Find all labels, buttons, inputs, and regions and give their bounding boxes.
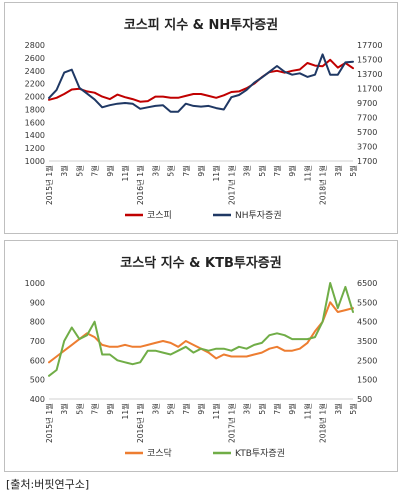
x-axis-tick-label: 2016년 1월 [135,403,145,443]
x-axis-tick-label: 2015년 1월 [44,403,54,443]
right-axis-tick-label: 15700 [357,56,382,65]
x-axis-tick-label: 11월 [302,403,312,420]
series-line [48,282,354,377]
legend-label: 코스닥 [147,448,172,459]
x-axis-tick-label: 3월 [150,165,160,177]
x-axis-tick-label: 3월 [150,403,160,415]
right-axis-tick-label: 1700 [357,157,377,166]
x-axis-tick-label: 3월 [242,403,252,415]
kosdaq-ktb-chart-panel: 코스닥 지수 & KTB투자증권 400 500 600 700 800 900 1000 50… [4,240,398,472]
legend-label: 코스피 [147,210,172,221]
x-axis-tick-label: 3월 [242,165,252,177]
x-axis-tick-label: 3월 [59,403,69,415]
chart-title: 코스닥 지수 & KTB투자증권 [120,255,281,271]
right-axis-tick-label: 11700 [357,85,382,94]
left-axis-tick-label: 400 [30,395,45,404]
left-axis-tick-label: 600 [30,356,45,365]
kosdaq-ktb-chart: 코스닥 지수 & KTB투자증권 400 500 600 700 800 900 1000 50… [25,255,378,459]
x-axis-tick-label: 9월 [105,165,115,177]
left-axis-tick-label: 1200 [25,144,45,153]
x-axis-tick-label: 2015년 1월 [44,165,54,205]
right-axis-tick-label: 5700 [357,128,377,137]
x-axis-tick-label: 5월 [257,403,267,415]
x-axis-tick-label: 2018년 1월 [318,165,328,205]
right-axis-tick-label: 7700 [357,114,377,123]
series-line [48,301,354,364]
x-axis-tick-label: 11월 [120,403,130,420]
series-line [48,53,354,113]
x-axis-tick-label: 9월 [287,403,297,415]
x-axis-tick-label: 2016년 1월 [135,165,145,205]
source-note: [출처:버핏연구소] [6,478,90,491]
x-axis-tick-label: 7월 [272,403,282,415]
right-axis-tick-label: 5500 [357,298,377,307]
left-axis-tick-label: 900 [30,298,45,307]
left-axis-tick-label: 1800 [25,105,45,114]
x-axis-tick-label: 5월 [74,165,84,177]
left-axis-tick-label: 2400 [25,67,45,76]
left-axis-tick-label: 2200 [25,80,45,89]
x-axis-tick-label: 7월 [272,165,282,177]
right-axis-tick-label: 4500 [357,318,377,327]
x-axis-tick-label: 9월 [105,403,115,415]
right-axis-tick-label: 1500 [357,376,377,385]
x-axis-tick-label: 2017년 1월 [226,165,236,205]
right-axis-tick-label: 13700 [357,70,382,79]
x-axis-tick-label: 9월 [196,165,206,177]
x-axis-tick-label: 9월 [196,403,206,415]
x-axis-tick-label: 7월 [181,165,191,177]
right-axis-tick-label: 6500 [357,279,377,288]
right-axis-tick-label: 2500 [357,356,377,365]
x-axis-tick-label: 5월 [166,165,176,177]
right-axis-tick-label: 3500 [357,337,377,346]
x-axis-tick-label: 5월 [166,403,176,415]
left-axis-tick-label: 1000 [25,157,45,166]
right-axis-tick-label: 9700 [357,99,377,108]
kospi-nh-chart-panel: 코스피 지수 & NH투자증권 1000 1200 1400 1600 1800 2000 2… [4,2,398,234]
left-axis-tick-label: 1600 [25,118,45,127]
legend-label: KTB투자증권 [235,447,285,459]
right-axis-tick-label: 17700 [357,41,382,50]
right-axis-tick-label: 3700 [357,143,377,152]
left-axis-tick-label: 2800 [25,41,45,50]
x-axis-tick-label: 3월 [333,165,343,177]
x-axis-tick-label: 11월 [120,165,130,182]
right-axis-tick-label: 500 [357,395,372,404]
x-axis-tick-label: 5월 [74,403,84,415]
x-axis-tick-label: 2018년 1월 [318,403,328,443]
left-axis-tick-label: 1000 [25,279,45,288]
left-axis-tick-label: 2000 [25,93,45,102]
x-axis-tick-label: 7월 [90,165,100,177]
legend-label: NH투자증권 [235,209,282,221]
x-axis-tick-label: 11월 [302,165,312,182]
x-axis-tick-label: 11월 [211,403,221,420]
x-axis-tick-label: 5월 [348,403,358,415]
x-axis-tick-label: 9월 [287,165,297,177]
x-axis-tick-label: 5월 [257,165,267,177]
x-axis-tick-label: 3월 [333,403,343,415]
left-axis-tick-label: 700 [30,337,45,346]
left-axis-tick-label: 500 [30,376,45,385]
x-axis-tick-label: 3월 [59,165,69,177]
x-axis-tick-label: 7월 [181,403,191,415]
x-axis-tick-label: 7월 [90,403,100,415]
left-axis-tick-label: 2600 [25,54,45,63]
kospi-nh-chart: 코스피 지수 & NH투자증권 1000 1200 1400 1600 1800 2000 2… [25,18,383,221]
series-line [48,58,354,103]
chart-title: 코스피 지수 & NH투자증권 [124,18,278,33]
left-axis-tick-label: 1400 [25,131,45,140]
x-axis-tick-label: 11월 [211,165,221,182]
x-axis-tick-label: 5월 [348,165,358,177]
left-axis-tick-label: 800 [30,318,45,327]
x-axis-tick-label: 2017년 1월 [226,403,236,443]
